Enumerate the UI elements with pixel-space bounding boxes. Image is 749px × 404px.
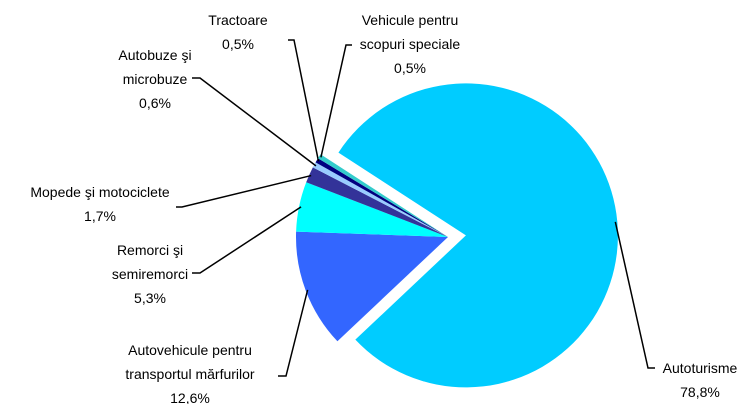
category-label: Tractoare <box>208 12 268 28</box>
slice-label: Vehicule pentru scopuri speciale 0,5% <box>345 8 475 80</box>
slice-label: Remorci şi semiremorci 5,3% <box>100 238 200 310</box>
slice-label: Tractoare 0,5% <box>198 8 278 56</box>
category-label: Autoturisme <box>662 360 738 376</box>
category-label: Autovehicule pentru transportul mărfuril… <box>125 342 255 382</box>
value-label: 78,8% <box>680 384 720 400</box>
leader-line <box>320 44 352 158</box>
pie-slice <box>296 182 448 237</box>
leader-line <box>192 206 302 274</box>
value-label: 0,5% <box>394 60 426 76</box>
value-label: 12,6% <box>170 390 210 404</box>
value-label: 0,5% <box>222 36 254 52</box>
leader-line <box>288 39 320 162</box>
leader-line <box>192 77 317 167</box>
pie-slice <box>296 231 448 342</box>
category-label: Remorci şi semiremorci <box>111 242 189 282</box>
pie-slice <box>306 167 448 237</box>
slice-label: Mopede şi motociclete 1,7% <box>10 180 190 228</box>
category-label: Vehicule pentru scopuri speciale <box>359 12 461 52</box>
value-label: 5,3% <box>134 290 166 306</box>
value-label: 1,7% <box>84 208 116 224</box>
value-label: 0,6% <box>139 95 171 111</box>
leader-line <box>278 289 309 377</box>
leader-line <box>176 174 312 208</box>
slice-label: Autoturisme 78,8% <box>650 356 749 404</box>
leader-line <box>614 221 655 369</box>
category-label: Mopede şi motociclete <box>30 184 170 200</box>
pie-slice <box>312 162 448 237</box>
pie-slice <box>315 158 448 237</box>
slice-label: Autobuze şi microbuze 0,6% <box>105 43 205 115</box>
category-label: Autobuze şi microbuze <box>118 47 192 87</box>
slice-label: Autovehicule pentru transportul mărfuril… <box>105 338 275 404</box>
pie-slice <box>317 154 448 237</box>
pie-slice <box>338 83 618 388</box>
